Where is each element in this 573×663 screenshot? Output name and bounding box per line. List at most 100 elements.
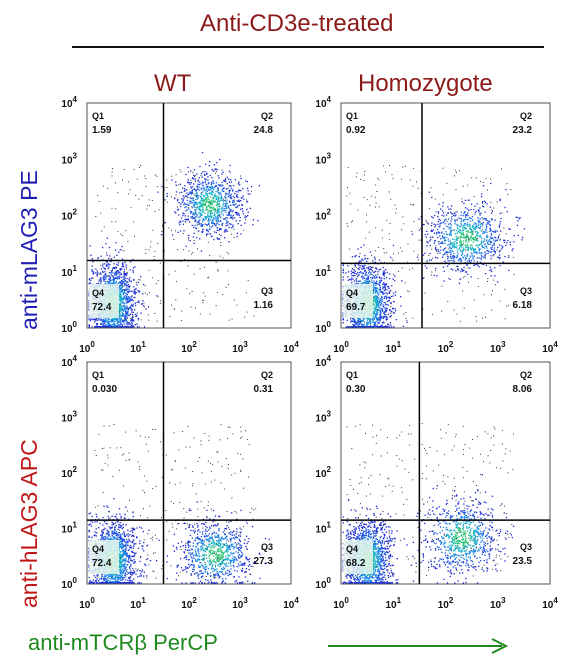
event-dot bbox=[457, 249, 459, 251]
event-dot bbox=[486, 219, 488, 222]
event-dot bbox=[185, 173, 187, 176]
event-dot bbox=[115, 266, 117, 268]
event-dot bbox=[116, 319, 118, 321]
event-dot bbox=[368, 281, 370, 283]
event-dot bbox=[490, 247, 492, 249]
event-dot bbox=[351, 274, 353, 277]
event-dot bbox=[480, 236, 482, 238]
event-dot bbox=[463, 266, 465, 269]
event-dot bbox=[127, 296, 130, 298]
event-dot bbox=[89, 320, 91, 322]
event-dot bbox=[487, 242, 489, 245]
event-dot bbox=[102, 270, 104, 272]
event-dot bbox=[129, 269, 131, 271]
event-dot bbox=[110, 260, 112, 263]
event-dot bbox=[124, 290, 126, 292]
event-dot bbox=[442, 256, 444, 258]
event-dot bbox=[459, 243, 461, 245]
event-dot bbox=[467, 230, 469, 232]
event-dot bbox=[125, 326, 127, 328]
event-dot bbox=[207, 189, 209, 191]
event-dot bbox=[212, 191, 214, 193]
event-dot bbox=[385, 326, 387, 328]
event-dot bbox=[452, 244, 454, 246]
event-dot bbox=[351, 320, 353, 323]
event-dot bbox=[105, 326, 107, 328]
event-dot bbox=[201, 198, 203, 200]
event-dot bbox=[192, 226, 195, 228]
event-dot bbox=[145, 308, 147, 310]
event-dot bbox=[97, 257, 99, 259]
event-dot bbox=[228, 192, 231, 194]
event-dot bbox=[394, 280, 396, 282]
event-dot bbox=[202, 302, 204, 304]
event-dot bbox=[367, 277, 369, 279]
event-dot bbox=[472, 219, 474, 221]
event-dot bbox=[207, 216, 209, 218]
event-dot bbox=[112, 168, 114, 170]
event-dot bbox=[123, 268, 126, 270]
event-dot bbox=[209, 313, 211, 315]
event-dot bbox=[134, 236, 135, 237]
event-dot bbox=[486, 247, 488, 249]
event-dot bbox=[194, 201, 196, 203]
event-dot bbox=[429, 252, 431, 255]
event-dot bbox=[204, 203, 206, 205]
event-dot bbox=[353, 274, 356, 277]
event-dot bbox=[215, 171, 217, 173]
event-dot bbox=[129, 285, 131, 287]
event-dot bbox=[231, 318, 233, 320]
event-dot bbox=[175, 299, 177, 301]
event-dot bbox=[406, 321, 408, 323]
event-dot bbox=[119, 249, 121, 251]
event-dot bbox=[201, 224, 203, 226]
event-dot bbox=[485, 245, 488, 247]
event-dot bbox=[211, 186, 213, 188]
event-dot bbox=[381, 277, 383, 279]
event-dot bbox=[221, 207, 223, 209]
event-dot bbox=[103, 226, 105, 228]
event-dot bbox=[185, 189, 188, 191]
event-dot bbox=[217, 203, 219, 206]
event-dot bbox=[133, 286, 135, 288]
event-dot bbox=[219, 216, 221, 218]
event-dot bbox=[432, 217, 434, 219]
event-dot bbox=[115, 274, 118, 276]
event-dot bbox=[202, 208, 204, 210]
event-dot bbox=[442, 266, 445, 268]
event-dot bbox=[449, 278, 451, 280]
event-dot bbox=[201, 231, 204, 233]
event-dot bbox=[209, 202, 211, 204]
event-dot bbox=[218, 205, 220, 208]
event-dot bbox=[121, 301, 123, 303]
event-dot bbox=[350, 270, 352, 272]
event-dot bbox=[369, 321, 371, 323]
event-dot bbox=[480, 230, 482, 232]
event-dot bbox=[187, 166, 189, 169]
event-dot bbox=[227, 187, 229, 189]
event-dot bbox=[109, 275, 111, 277]
event-dot bbox=[513, 241, 515, 243]
event-dot bbox=[375, 284, 377, 286]
event-dot bbox=[367, 323, 369, 325]
event-dot bbox=[149, 205, 151, 207]
event-dot bbox=[217, 195, 219, 197]
event-dot bbox=[464, 227, 466, 229]
event-dot bbox=[125, 298, 127, 300]
event-dot bbox=[389, 316, 391, 318]
event-dot bbox=[373, 324, 375, 326]
event-dot bbox=[180, 203, 182, 205]
event-dot bbox=[114, 182, 116, 184]
event-dot bbox=[109, 255, 111, 257]
event-dot bbox=[123, 320, 125, 322]
event-dot bbox=[488, 222, 490, 224]
event-dot bbox=[114, 324, 117, 326]
event-dot bbox=[460, 219, 462, 221]
event-dot bbox=[203, 292, 205, 294]
event-dot bbox=[139, 166, 141, 168]
event-dot bbox=[368, 318, 370, 320]
event-dot bbox=[202, 224, 204, 226]
event-dot bbox=[377, 273, 379, 276]
event-dot bbox=[190, 211, 193, 213]
event-dot bbox=[382, 326, 384, 328]
